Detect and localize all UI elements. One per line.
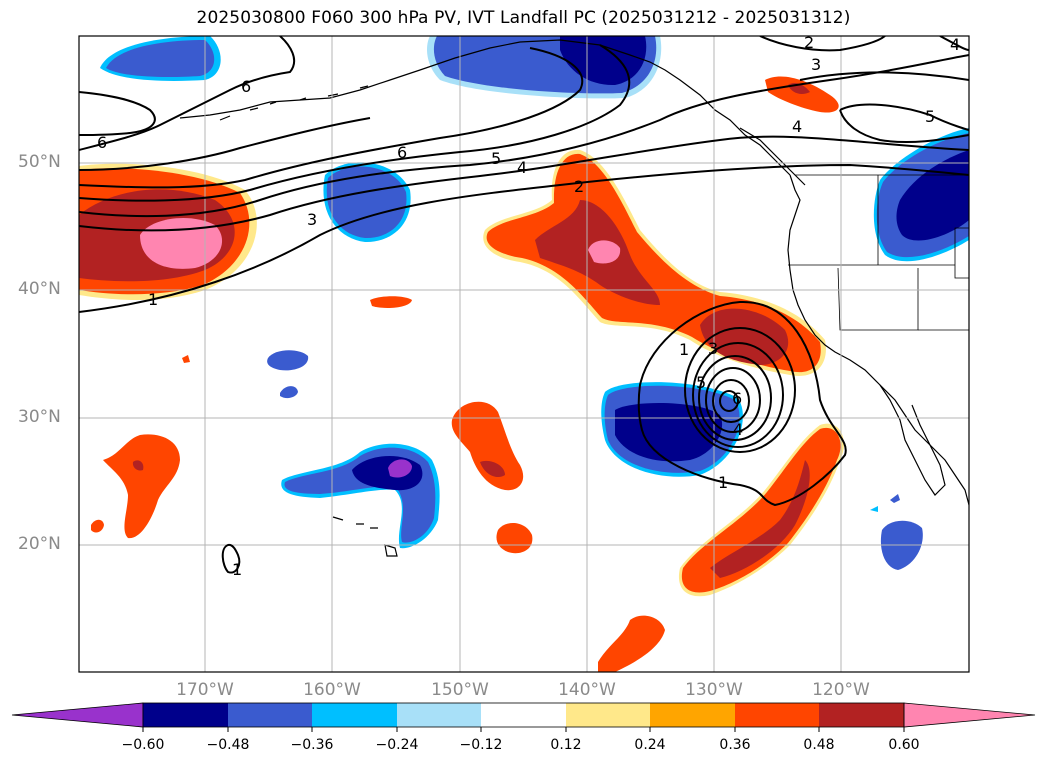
map-title: 2025030800 F060 300 hPa PV, IVT Landfall… xyxy=(196,8,851,28)
colorbar-bin xyxy=(228,703,312,727)
lat-label-40n: 40°N xyxy=(18,279,61,299)
colorbar-tick-label: −0.60 xyxy=(121,737,165,753)
coastlines xyxy=(179,39,969,557)
contour-label: 5 xyxy=(491,149,501,168)
contour-label: 4 xyxy=(950,35,960,54)
contour-labels: 2 3 4 5 6 6 6 6 5 4 3 2 1 4 5 1 3 5 6 4 … xyxy=(97,33,960,579)
lon-label-160w: 160°W xyxy=(303,680,361,700)
lon-label-130w: 130°W xyxy=(685,680,743,700)
colorbar-bin xyxy=(143,703,228,727)
contour-label: 5 xyxy=(696,373,706,392)
colorbar-tick-label: 0.24 xyxy=(634,737,666,753)
colorbar-bin xyxy=(481,703,566,727)
colorbar-tick-label: 0.48 xyxy=(803,737,835,753)
colorbar-bin xyxy=(566,703,650,727)
colorbar xyxy=(11,702,1036,732)
contour-label: 2 xyxy=(804,33,814,52)
colorbar-bin xyxy=(735,703,819,727)
colorbar-tick-label: −0.36 xyxy=(290,737,334,753)
closed-low-contour xyxy=(637,300,847,507)
contour-label: 1 xyxy=(718,473,728,492)
lat-label-30n: 30°N xyxy=(18,407,61,427)
colorbar-tick-label: 0.36 xyxy=(719,737,751,753)
contour-label: 1 xyxy=(679,340,689,359)
contour-label: 6 xyxy=(397,143,407,162)
contour-label: 6 xyxy=(732,389,742,408)
colorbar-tick-label: −0.12 xyxy=(459,737,503,753)
contour-label: 3 xyxy=(811,55,821,74)
lon-label-150w: 150°W xyxy=(431,680,489,700)
contour-label: 3 xyxy=(708,339,718,358)
lat-label-50n: 50°N xyxy=(18,152,61,172)
lat-label-20n: 20°N xyxy=(18,534,61,554)
lon-label-170w: 170°W xyxy=(176,680,234,700)
colorbar-tick-label: 0.60 xyxy=(888,737,920,753)
contour-label: 2 xyxy=(574,177,584,196)
contour-label: 6 xyxy=(241,77,251,96)
colorbar-extend-high xyxy=(903,702,1036,728)
colorbar-tick-label: −0.24 xyxy=(375,737,419,753)
colorbar-tick-label: −0.48 xyxy=(206,737,250,753)
colorbar-bin xyxy=(819,703,904,727)
contour-label: 4 xyxy=(792,117,802,136)
political-borders xyxy=(788,174,969,331)
pv-contours xyxy=(79,36,969,574)
lon-label-120w: 120°W xyxy=(812,680,870,700)
contour-label: 4 xyxy=(733,420,743,439)
lon-label-140w: 140°W xyxy=(558,680,616,700)
colorbar-tick-label: 0.12 xyxy=(550,737,582,753)
contour-label: 5 xyxy=(925,107,935,126)
colorbar-bin xyxy=(650,703,735,727)
colorbar-bin xyxy=(312,703,397,727)
colorbar-extend-low xyxy=(11,702,144,728)
contour-label: 1 xyxy=(232,560,242,579)
gridlines xyxy=(79,36,969,672)
contour-label: 4 xyxy=(517,158,527,177)
contour-label: 1 xyxy=(148,290,158,309)
contour-label: 3 xyxy=(307,210,317,229)
map-frame xyxy=(78,35,970,673)
shaded-field xyxy=(79,36,969,672)
contour-label: 6 xyxy=(97,133,107,152)
colorbar-bin xyxy=(397,703,481,727)
